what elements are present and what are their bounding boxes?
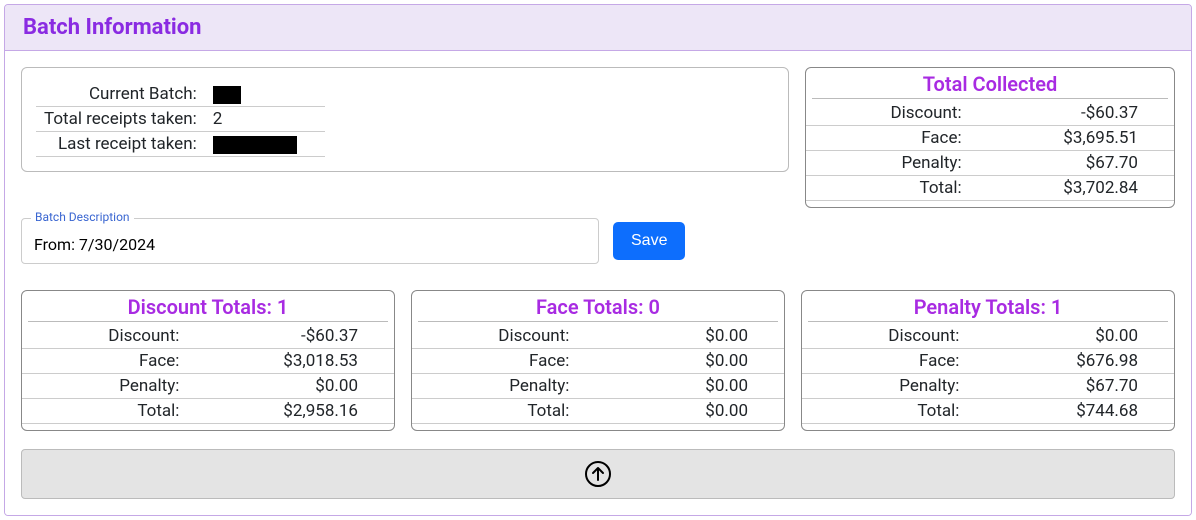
info-value bbox=[205, 132, 325, 157]
totals-label: Discount: bbox=[412, 324, 579, 349]
top-row: Current Batch:Total receipts taken:2Last… bbox=[21, 67, 1175, 208]
redacted-value bbox=[213, 86, 241, 104]
totals-label: Penalty: bbox=[22, 374, 189, 399]
sub-total-title: Face Totals: 0 bbox=[418, 291, 778, 322]
totals-row: Total:$744.68 bbox=[802, 399, 1174, 424]
sub-total-card: Penalty Totals: 1Discount:$0.00Face:$676… bbox=[801, 290, 1175, 431]
sub-total-title: Penalty Totals: 1 bbox=[808, 291, 1168, 322]
totals-table: Discount:$0.00Face:$676.98Penalty:$67.70… bbox=[802, 324, 1174, 424]
batch-description-input[interactable] bbox=[21, 218, 599, 264]
totals-amount: $0.00 bbox=[579, 374, 784, 399]
totals-row: Discount:-$60.37 bbox=[22, 324, 394, 349]
info-value bbox=[205, 82, 325, 107]
arrow-up-circle-icon bbox=[584, 460, 612, 488]
totals-label: Total: bbox=[22, 399, 189, 424]
totals-row: Total:$0.00 bbox=[412, 399, 784, 424]
info-label: Total receipts taken: bbox=[36, 107, 205, 132]
totals-label: Discount: bbox=[806, 101, 972, 126]
info-row: Current Batch: bbox=[36, 82, 325, 107]
totals-amount: $3,695.51 bbox=[972, 126, 1174, 151]
batch-description-field: Batch Description bbox=[21, 218, 599, 264]
totals-label: Face: bbox=[412, 349, 579, 374]
totals-amount: $2,958.16 bbox=[189, 399, 394, 424]
total-collected-title: Total Collected bbox=[812, 68, 1168, 99]
totals-amount: -$60.37 bbox=[189, 324, 394, 349]
totals-row: Face:$676.98 bbox=[802, 349, 1174, 374]
collapse-button[interactable] bbox=[21, 449, 1175, 499]
totals-table: Discount:$0.00Face:$0.00Penalty:$0.00Tot… bbox=[412, 324, 784, 424]
totals-row: Face:$3,018.53 bbox=[22, 349, 394, 374]
totals-row: Total:$2,958.16 bbox=[22, 399, 394, 424]
totals-amount: -$60.37 bbox=[972, 101, 1174, 126]
totals-amount: $3,702.84 bbox=[972, 176, 1174, 201]
totals-label: Penalty: bbox=[806, 151, 972, 176]
info-value: 2 bbox=[205, 107, 325, 132]
totals-amount: $0.00 bbox=[579, 349, 784, 374]
totals-amount: $0.00 bbox=[579, 399, 784, 424]
totals-label: Discount: bbox=[802, 324, 969, 349]
totals-row: Discount:$0.00 bbox=[412, 324, 784, 349]
redacted-value bbox=[213, 136, 297, 154]
panel-title: Batch Information bbox=[5, 5, 1191, 51]
totals-row: Penalty:$0.00 bbox=[22, 374, 394, 399]
sub-totals-row: Discount Totals: 1Discount:-$60.37Face:$… bbox=[21, 290, 1175, 431]
totals-label: Total: bbox=[802, 399, 969, 424]
sub-total-card: Discount Totals: 1Discount:-$60.37Face:$… bbox=[21, 290, 395, 431]
totals-label: Penalty: bbox=[802, 374, 969, 399]
info-row: Total receipts taken:2 bbox=[36, 107, 325, 132]
totals-label: Total: bbox=[412, 399, 579, 424]
total-collected-card: Total Collected Discount:-$60.37Face:$3,… bbox=[805, 67, 1175, 208]
panel-body: Current Batch:Total receipts taken:2Last… bbox=[5, 51, 1191, 515]
totals-amount: $676.98 bbox=[969, 349, 1174, 374]
totals-row: Penalty:$67.70 bbox=[806, 151, 1174, 176]
totals-row: Face:$0.00 bbox=[412, 349, 784, 374]
totals-table: Discount:-$60.37Face:$3,018.53Penalty:$0… bbox=[22, 324, 394, 424]
totals-label: Face: bbox=[802, 349, 969, 374]
totals-amount: $0.00 bbox=[969, 324, 1174, 349]
totals-row: Face:$3,695.51 bbox=[806, 126, 1174, 151]
totals-amount: $67.70 bbox=[969, 374, 1174, 399]
batch-description-label: Batch Description bbox=[31, 210, 134, 224]
totals-amount: $3,018.53 bbox=[189, 349, 394, 374]
info-label: Last receipt taken: bbox=[36, 132, 205, 157]
info-label: Current Batch: bbox=[36, 82, 205, 107]
sub-total-title: Discount Totals: 1 bbox=[28, 291, 388, 322]
totals-label: Penalty: bbox=[412, 374, 579, 399]
totals-amount: $67.70 bbox=[972, 151, 1174, 176]
batch-info-table: Current Batch:Total receipts taken:2Last… bbox=[36, 82, 325, 157]
totals-row: Penalty:$0.00 bbox=[412, 374, 784, 399]
totals-table: Discount:-$60.37Face:$3,695.51Penalty:$6… bbox=[806, 101, 1174, 201]
totals-row: Discount:-$60.37 bbox=[806, 101, 1174, 126]
batch-info-card: Current Batch:Total receipts taken:2Last… bbox=[21, 67, 789, 172]
totals-row: Penalty:$67.70 bbox=[802, 374, 1174, 399]
totals-label: Face: bbox=[806, 126, 972, 151]
totals-label: Discount: bbox=[22, 324, 189, 349]
totals-amount: $0.00 bbox=[579, 324, 784, 349]
totals-amount: $744.68 bbox=[969, 399, 1174, 424]
totals-amount: $0.00 bbox=[189, 374, 394, 399]
totals-label: Face: bbox=[22, 349, 189, 374]
batch-info-panel: Batch Information Current Batch:Total re… bbox=[4, 4, 1192, 516]
sub-total-card: Face Totals: 0Discount:$0.00Face:$0.00Pe… bbox=[411, 290, 785, 431]
totals-row: Total:$3,702.84 bbox=[806, 176, 1174, 201]
totals-label: Total: bbox=[806, 176, 972, 201]
info-row: Last receipt taken: bbox=[36, 132, 325, 157]
description-row: Batch Description Save bbox=[21, 218, 1175, 264]
totals-row: Discount:$0.00 bbox=[802, 324, 1174, 349]
save-button[interactable]: Save bbox=[613, 222, 685, 260]
